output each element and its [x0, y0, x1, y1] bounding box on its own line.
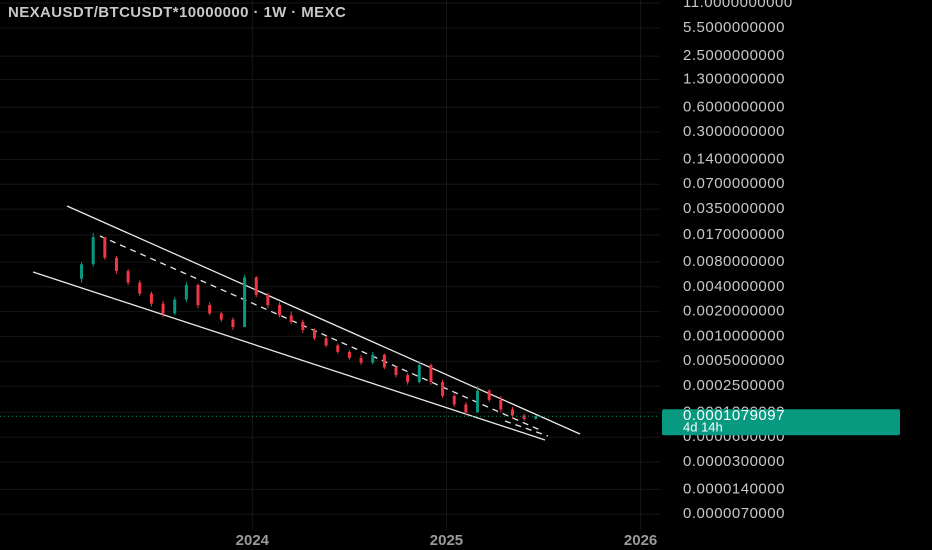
candle-body — [429, 365, 433, 383]
candle-body — [359, 357, 363, 363]
y-tick-label: 0.0005000000 — [683, 352, 785, 369]
candle-body — [289, 315, 293, 322]
candle-body — [464, 404, 468, 413]
candle-body — [149, 293, 153, 304]
candle-body — [324, 338, 328, 346]
candle-body — [510, 409, 514, 416]
candle-body — [417, 365, 421, 383]
y-tick-label: 0.0000300000 — [683, 453, 785, 470]
candle-body — [452, 395, 456, 405]
y-tick-label: 5.5000000000 — [683, 19, 785, 36]
y-tick-label: 0.0350000000 — [683, 200, 785, 217]
candle-body — [138, 282, 142, 294]
y-tick-label: 0.3000000000 — [683, 123, 785, 140]
candle-body — [219, 313, 223, 320]
candle-body — [243, 277, 247, 328]
candle-body — [371, 354, 375, 363]
y-tick-label: 0.0010000000 — [683, 327, 785, 344]
channel-mid-2 — [504, 420, 549, 437]
x-tick-label: 2025 — [430, 532, 463, 549]
last-price-box — [662, 409, 900, 436]
candle-body — [382, 354, 386, 368]
candle-body — [208, 305, 212, 314]
candle-body — [103, 237, 107, 258]
countdown-label: 4d 14h — [683, 420, 723, 435]
candle-body — [499, 399, 503, 410]
candle-body — [80, 264, 84, 279]
candle-body — [394, 367, 398, 376]
candle-body — [522, 415, 526, 419]
y-tick-label: 0.0000070000 — [683, 505, 785, 522]
y-tick-label: 0.0000140000 — [683, 480, 785, 497]
candle-body — [347, 351, 351, 358]
y-tick-label: 0.0080000000 — [683, 253, 785, 270]
candle-body — [534, 416, 538, 419]
candle-body — [266, 294, 270, 306]
candle-body — [487, 390, 491, 400]
candle-body — [301, 321, 305, 330]
candle-body — [196, 285, 200, 306]
last-price-label: 0.0001079097 — [683, 407, 785, 424]
candle-body — [173, 299, 177, 314]
trendlines — [32, 205, 581, 441]
y-tick-label: 2.5000000000 — [683, 47, 785, 64]
candle-body — [441, 382, 445, 396]
candle-body — [254, 277, 258, 295]
candle-body — [312, 329, 316, 339]
grid — [0, 0, 660, 530]
y-tick-label: 0.6000000000 — [683, 98, 785, 115]
y-tick-label: 0.0040000000 — [683, 278, 785, 295]
candle-body — [336, 345, 340, 352]
y-tick-label: 1.3000000000 — [683, 71, 785, 88]
candle-body — [278, 305, 282, 316]
y-tick-label: 0.0020000000 — [683, 303, 785, 320]
channel-lower — [32, 271, 546, 441]
candle-body — [406, 375, 410, 383]
candle-body — [114, 257, 118, 272]
candle-body — [476, 390, 480, 413]
candle-body — [91, 237, 95, 265]
x-tick-label: 2024 — [236, 532, 270, 549]
y-tick-label: 0.0700000000 — [683, 175, 785, 192]
candle-body — [161, 303, 165, 314]
x-tick-label: 2026 — [624, 532, 657, 549]
price-axis: 11.0000000000 5.5000000000 2.5000000000 1.3… — [236, 0, 793, 549]
y-tick-label: 0.0170000000 — [683, 226, 785, 243]
y-tick-label: 0.0002500000 — [683, 377, 785, 394]
candle-body — [126, 271, 130, 283]
channel-mid — [99, 235, 541, 431]
candles — [80, 232, 538, 421]
candle-body — [231, 319, 235, 328]
channel-upper — [66, 205, 581, 435]
y-tick-label: 0.1400000000 — [683, 150, 785, 167]
chart-title: NEXAUSDT/BTCUSDT*10000000 · 1W · MEXC — [8, 4, 346, 21]
y-tick-label: 11.0000000000 — [683, 0, 793, 11]
candle-body — [184, 285, 188, 300]
